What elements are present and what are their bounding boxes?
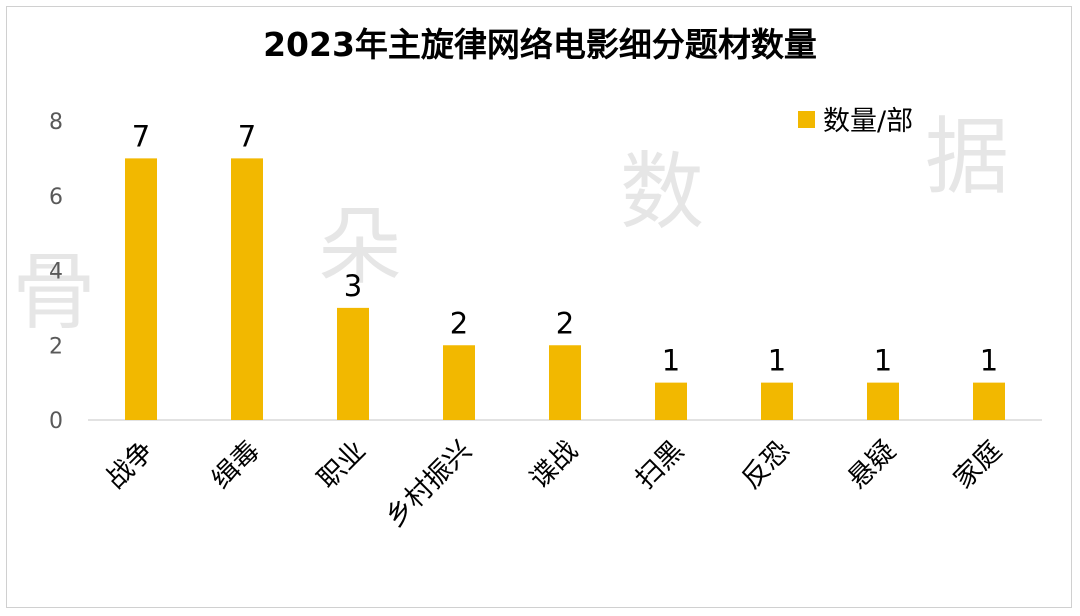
data-label: 1 bbox=[662, 344, 680, 378]
y-tick-label: 8 bbox=[49, 110, 63, 135]
x-tick-label: 战争 bbox=[100, 435, 160, 495]
y-tick-label: 6 bbox=[49, 185, 63, 210]
chart-frame bbox=[6, 6, 1072, 608]
legend-swatch bbox=[798, 111, 815, 128]
bar bbox=[549, 345, 581, 420]
data-label: 7 bbox=[238, 119, 256, 153]
watermark-char: 数 bbox=[620, 143, 705, 241]
y-tick-label: 0 bbox=[49, 409, 63, 434]
data-label: 7 bbox=[132, 119, 150, 153]
watermark-char: 骨 bbox=[12, 243, 97, 341]
x-tick-label: 谍战 bbox=[524, 435, 584, 495]
x-tick-label: 家庭 bbox=[948, 435, 1008, 495]
data-label: 1 bbox=[874, 344, 892, 378]
bar bbox=[867, 382, 899, 420]
watermark-char: 据 bbox=[925, 108, 1010, 206]
x-tick-label: 职业 bbox=[312, 435, 372, 495]
data-label: 2 bbox=[450, 306, 468, 340]
x-tick-label: 缉毒 bbox=[206, 435, 266, 495]
x-tick-label: 扫黑 bbox=[630, 435, 690, 495]
bar bbox=[761, 382, 793, 420]
x-tick-label: 乡村振兴 bbox=[380, 435, 478, 533]
legend-label: 数量/部 bbox=[823, 106, 913, 137]
bar bbox=[337, 307, 369, 420]
bar bbox=[125, 158, 157, 420]
data-label: 1 bbox=[768, 344, 786, 378]
watermark-char: 朵 bbox=[318, 198, 403, 296]
data-label: 3 bbox=[344, 269, 362, 303]
data-label: 1 bbox=[980, 344, 998, 378]
bar bbox=[443, 345, 475, 420]
bar bbox=[973, 382, 1005, 420]
bar bbox=[231, 158, 263, 420]
bar bbox=[655, 382, 687, 420]
data-label: 2 bbox=[556, 306, 574, 340]
x-tick-label: 反恐 bbox=[736, 435, 796, 495]
y-tick-label: 2 bbox=[49, 334, 63, 359]
x-tick-label: 悬疑 bbox=[842, 435, 902, 495]
chart-title: 2023年主旋律网络电影细分题材数量 bbox=[263, 25, 817, 64]
y-tick-label: 4 bbox=[49, 260, 63, 285]
